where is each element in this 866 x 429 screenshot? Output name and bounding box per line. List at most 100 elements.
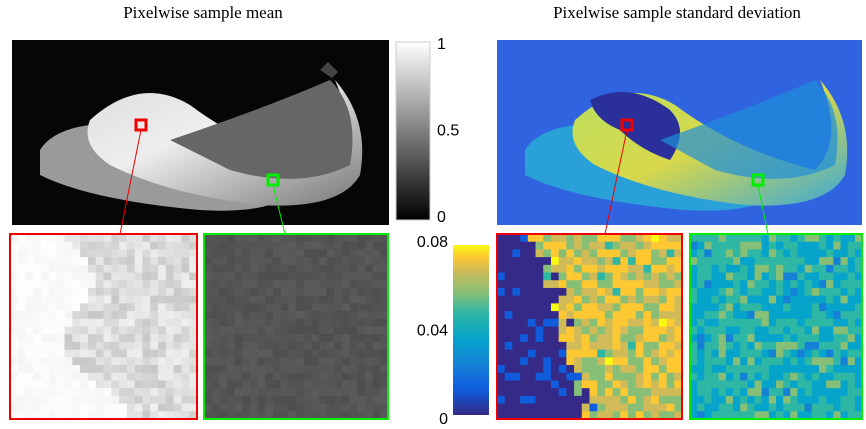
zoom-pixel	[288, 388, 297, 397]
zoom-pixel	[651, 334, 660, 343]
zoom-pixel	[280, 388, 289, 397]
zoom-pixel	[257, 372, 266, 381]
zoom-pixel	[257, 249, 266, 258]
zoom-pixel	[520, 303, 529, 312]
zoom-pixel	[819, 395, 827, 405]
zoom-pixel	[119, 372, 128, 381]
zoom-pixel	[811, 287, 820, 297]
zoom-pixel	[666, 234, 675, 243]
zoom-pixel	[761, 326, 770, 335]
zoom-pixel	[558, 311, 567, 320]
zoom-pixel	[833, 318, 841, 327]
zoom-pixel	[219, 257, 228, 266]
zoom-pixel	[504, 257, 513, 266]
zoom-pixel	[804, 234, 813, 243]
zoom-pixel	[783, 241, 791, 250]
zoom-pixel	[334, 411, 343, 420]
zoom-pixel	[103, 272, 112, 281]
zoom-pixel	[697, 372, 705, 381]
zoom-pixel	[497, 311, 506, 320]
zoom-pixel	[211, 395, 220, 405]
zoom-pixel	[173, 349, 182, 358]
zoom-pixel	[635, 295, 644, 304]
zoom-pixel	[520, 280, 529, 289]
zoom-pixel	[288, 303, 297, 312]
zoom-pixel	[658, 249, 668, 258]
zoom-pixel	[581, 365, 590, 374]
zoom-pixel	[288, 318, 297, 327]
zoom-pixel	[776, 264, 784, 274]
zoom-pixel	[342, 326, 351, 335]
zoom-pixel	[296, 272, 305, 281]
zoom-pixel	[797, 411, 806, 420]
zoom-pixel	[158, 234, 167, 243]
zoom-pixel	[635, 334, 644, 343]
zoom-pixel	[357, 349, 366, 358]
zoom-pixel	[643, 357, 652, 366]
zoom-pixel	[273, 264, 282, 274]
zoom-pixel	[219, 341, 228, 351]
zoom-pixel	[558, 357, 567, 366]
zoom-pixel	[326, 357, 335, 366]
zoom-pixel	[643, 395, 652, 405]
zoom-pixel	[72, 257, 81, 266]
zoom-pixel	[550, 311, 560, 320]
zoom-pixel	[847, 257, 856, 266]
zoom-pixel	[234, 249, 243, 258]
zoom-pixel	[711, 287, 720, 297]
zoom-pixel	[733, 403, 741, 412]
zoom-pixel	[733, 280, 741, 289]
zoom-pixel	[754, 349, 763, 358]
zoom-pixel	[790, 365, 798, 374]
zoom-pixel	[847, 388, 856, 397]
zoom-pixel	[651, 403, 660, 412]
zoom-pixel	[725, 303, 734, 312]
zoom-pixel	[25, 411, 34, 420]
zoom-pixel	[173, 241, 182, 250]
zoom-pixel	[497, 257, 506, 266]
zoom-pixel	[520, 403, 529, 412]
zoom-pixel	[783, 411, 791, 420]
zoom-pixel	[296, 311, 305, 320]
zoom-pixel	[349, 334, 358, 343]
zoom-pixel	[242, 295, 251, 304]
zoom-pixel	[95, 234, 104, 243]
zoom-pixel	[725, 234, 734, 243]
zoom-pixel	[543, 272, 552, 281]
zoom-pixel	[819, 257, 827, 266]
zoom-pixel	[311, 318, 320, 327]
zoom-pixel	[319, 403, 328, 412]
zoom-pixel	[690, 357, 698, 366]
zoom-pixel	[754, 380, 763, 389]
zoom-pixel	[643, 234, 652, 243]
zoom-pixel	[150, 341, 159, 351]
zoom-pixel	[658, 349, 668, 358]
zoom-pixel	[658, 241, 668, 250]
zoom-pixel	[119, 341, 128, 351]
zoom-pixel	[173, 257, 182, 266]
zoom-pixel	[847, 272, 856, 281]
zoom-pixel	[768, 303, 777, 312]
zoom-pixel	[25, 311, 34, 320]
zoom-pixel	[288, 295, 297, 304]
zoom-pixel	[380, 264, 389, 274]
zoom-pixel	[134, 280, 143, 289]
zoom-pixel	[25, 303, 34, 312]
zoom-pixel	[288, 257, 297, 266]
zoom-pixel	[776, 295, 784, 304]
zoom-pixel	[126, 334, 136, 343]
zoom-pixel	[227, 357, 236, 366]
zoom-pixel	[754, 403, 763, 412]
zoom-pixel	[134, 334, 143, 343]
zoom-pixel	[227, 388, 236, 397]
zoom-pixel	[372, 257, 381, 266]
zoom-pixel	[234, 264, 243, 274]
zoom-pixel	[150, 318, 159, 327]
zoom-pixel	[566, 234, 575, 243]
zoom-pixel	[211, 280, 220, 289]
zoom-pixel	[349, 403, 358, 412]
zoom-pixel	[747, 349, 755, 358]
zoom-pixel	[635, 318, 644, 327]
zoom-pixel	[211, 241, 220, 250]
